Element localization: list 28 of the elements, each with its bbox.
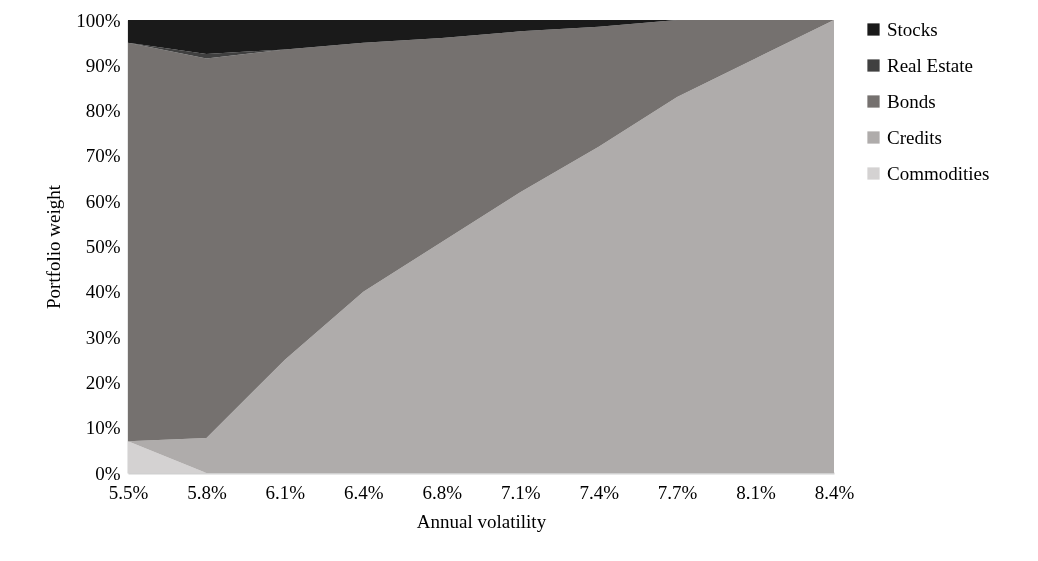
x-tick-label: 7.4% <box>579 481 620 503</box>
y-tick-label: 100% <box>76 9 121 31</box>
y-tick-label: 50% <box>85 236 121 257</box>
x-tick-label: 7.7% <box>657 481 698 503</box>
x-tick-label: 6.4% <box>344 481 384 503</box>
x-tick-label: 6.8% <box>422 481 463 503</box>
y-tick-label: 10% <box>85 417 121 439</box>
y-tick-label: 70% <box>85 145 121 167</box>
y-tick-label: 40% <box>85 281 121 303</box>
y-tick-label: 90% <box>85 54 121 76</box>
y-axis-title: Portfolio weight <box>43 184 65 310</box>
legend-label: Credits <box>887 126 942 148</box>
legend-label: Real Estate <box>887 54 973 76</box>
x-tick-label: 5.8% <box>187 481 227 503</box>
x-tick-label: 6.1% <box>265 481 306 503</box>
y-tick-label: 60% <box>85 190 121 212</box>
x-tick-label: 5.5% <box>108 481 149 503</box>
legend-label: Bonds <box>887 90 936 112</box>
legend-label: Stocks <box>887 18 938 40</box>
x-axis-title: Annual volatility <box>416 510 547 532</box>
legend-label: Commodities <box>887 162 990 184</box>
y-tick-label: 30% <box>85 326 121 348</box>
y-tick-label: 20% <box>85 371 121 393</box>
y-tick-label: 0% <box>95 462 121 484</box>
x-tick-label: 8.1% <box>736 481 777 503</box>
x-tick-label: 8.4% <box>814 481 855 503</box>
x-tick-label: 7.1% <box>500 481 541 503</box>
y-tick-label: 80% <box>85 100 121 122</box>
